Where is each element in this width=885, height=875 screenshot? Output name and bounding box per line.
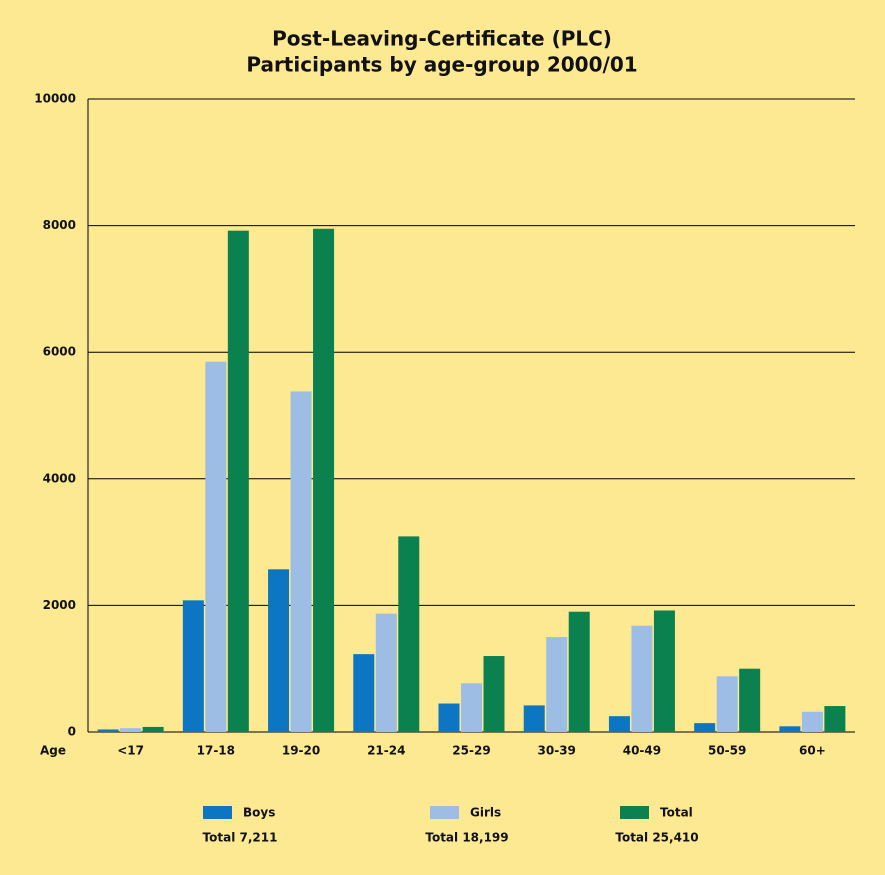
x-tick-label: 25-29	[452, 744, 490, 758]
y-tick-label: 6000	[43, 345, 76, 359]
x-tick-label: 60+	[799, 744, 826, 758]
legend-total: Total 25,410	[615, 831, 698, 845]
bar	[824, 706, 846, 732]
bar	[716, 676, 738, 732]
chart-subtitle: Participants by age-group 2000/01	[246, 53, 637, 77]
x-axis-label: Age	[40, 744, 66, 758]
bar	[461, 683, 482, 732]
bar	[375, 613, 397, 732]
x-tick-label: 17-18	[197, 744, 235, 758]
bar	[631, 625, 653, 732]
bar	[142, 726, 164, 732]
bar	[523, 705, 545, 732]
bar	[694, 723, 716, 732]
bar	[779, 726, 801, 732]
bar	[483, 656, 505, 732]
legend-swatch	[620, 806, 649, 819]
legend-swatch	[430, 806, 459, 819]
bar	[227, 230, 249, 732]
y-tick-label: 0	[68, 725, 76, 739]
legend-label: Girls	[470, 806, 501, 820]
bar	[268, 569, 290, 732]
y-tick-label: 4000	[43, 471, 76, 485]
bar	[182, 600, 204, 732]
bar	[438, 703, 460, 732]
x-tick-label: 21-24	[367, 744, 405, 758]
bar	[290, 391, 312, 732]
bar	[653, 610, 675, 732]
x-tick-label: 19-20	[282, 744, 320, 758]
legend-label: Boys	[243, 806, 275, 820]
bar	[205, 361, 227, 732]
bar	[801, 711, 823, 732]
x-tick-label: 40-49	[623, 744, 661, 758]
y-tick-label: 2000	[43, 598, 76, 612]
bar	[120, 728, 142, 732]
legend-label: Total	[660, 806, 693, 820]
bar	[398, 536, 420, 732]
x-tick-label: 30-39	[538, 744, 576, 758]
bar	[739, 668, 761, 732]
chart-title: Post-Leaving-Certificate (PLC)	[272, 27, 612, 51]
y-tick-label: 10000	[34, 92, 76, 106]
bar	[568, 611, 590, 732]
x-tick-label: <17	[117, 744, 144, 758]
bar	[313, 228, 335, 732]
legend-total: Total 7,211	[203, 831, 278, 845]
x-tick-label: 50-59	[708, 744, 746, 758]
legend-swatch	[203, 806, 232, 819]
y-tick-label: 8000	[43, 218, 76, 232]
bar	[97, 729, 119, 732]
legend-total: Total 18,199	[425, 831, 508, 845]
bar	[353, 654, 375, 732]
bar	[608, 716, 630, 732]
bar	[546, 637, 568, 732]
